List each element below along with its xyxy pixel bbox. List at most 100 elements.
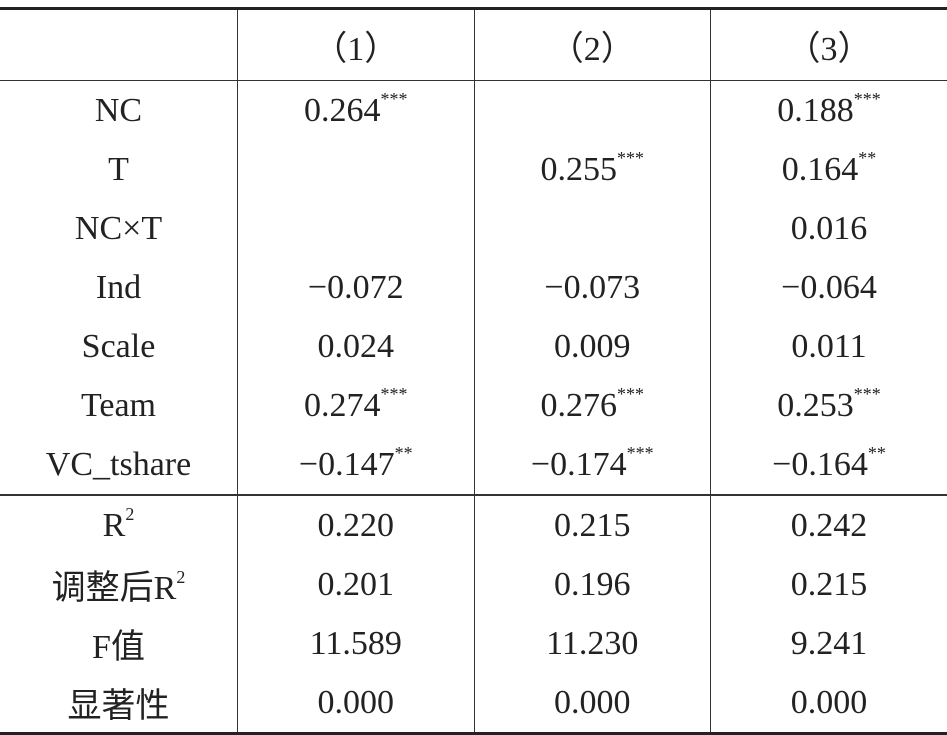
table-row: VC_tshare−0.147**−0.174***−0.164**: [0, 435, 947, 495]
significance-stars: ***: [627, 443, 654, 463]
significance-stars: **: [395, 443, 413, 463]
coefficient: 0.196: [554, 566, 631, 603]
value-cell: 0.242: [711, 495, 947, 555]
row-label: T: [0, 140, 238, 199]
row-label-text: 调整后R: [52, 570, 177, 607]
coefficient: 0.264: [304, 92, 381, 129]
row-label: F值: [0, 614, 238, 673]
significance-stars: ***: [381, 89, 408, 109]
value-cell: 11.589: [238, 614, 475, 673]
value-cell: 0.196: [474, 555, 711, 614]
coefficient: −0.064: [781, 269, 877, 306]
table-row: F值 11.589 11.230 9.241: [0, 614, 947, 673]
coefficient: −0.174: [531, 446, 627, 483]
row-label-text: R: [103, 507, 126, 544]
coefficient: 0.215: [554, 507, 631, 544]
coefficient: 0.242: [791, 507, 868, 544]
row-label-text: 显著性: [68, 688, 170, 725]
table-head: （1） （2） （3）: [0, 9, 947, 81]
superscript: 2: [125, 504, 134, 524]
table-row: 调整后R2 0.201 0.196 0.215: [0, 555, 947, 614]
coefficient: −0.073: [544, 269, 640, 306]
value-cell: 0.255***: [474, 140, 711, 199]
value-cell: 0.215: [474, 495, 711, 555]
value-cell: −0.064: [711, 258, 947, 317]
row-label-text: Scale: [82, 328, 156, 365]
coefficient: 11.589: [310, 625, 402, 662]
table-row: Ind −0.072 −0.073 −0.064: [0, 258, 947, 317]
row-label-text: T: [108, 151, 129, 188]
table-row: T 0.255*** 0.164**: [0, 140, 947, 199]
value-cell: 0.276***: [474, 376, 711, 435]
significance-stars: **: [858, 148, 876, 168]
row-label: NC×T: [0, 199, 238, 258]
coefficient: 0.201: [318, 566, 395, 603]
row-label-text: NC×T: [75, 210, 162, 247]
header-cell: （2）: [474, 9, 711, 81]
value-cell: 0.201: [238, 555, 475, 614]
coefficient: −0.072: [308, 269, 404, 306]
coefficient: 0.276: [541, 387, 618, 424]
value-cell: −0.174***: [474, 435, 711, 495]
coefficient: 0.164: [782, 151, 859, 188]
value-cell: 11.230: [474, 614, 711, 673]
value-cell: 0.024: [238, 317, 475, 376]
table-row: Scale 0.024 0.009 0.011: [0, 317, 947, 376]
value-cell: 0.264***: [238, 81, 475, 141]
value-cell: 0.220: [238, 495, 475, 555]
value-cell: 0.274***: [238, 376, 475, 435]
coefficient: 9.241: [791, 625, 868, 662]
row-label-text: F值: [92, 629, 145, 666]
row-label: 调整后R2: [0, 555, 238, 614]
value-cell: [238, 199, 475, 258]
value-cell: 0.000: [711, 673, 947, 734]
coefficient: 0.215: [791, 566, 868, 603]
coefficient: 11.230: [546, 625, 638, 662]
significance-stars: ***: [854, 89, 881, 109]
value-cell: −0.072: [238, 258, 475, 317]
coefficient: 0.016: [791, 210, 868, 247]
coefficient: 0.274: [304, 387, 381, 424]
value-cell: −0.147**: [238, 435, 475, 495]
significance-stars: ***: [617, 384, 644, 404]
table-row: R2 0.220 0.215 0.242: [0, 495, 947, 555]
row-label: Ind: [0, 258, 238, 317]
row-label: R2: [0, 495, 238, 555]
coefficient: 0.000: [554, 684, 631, 721]
value-cell: 0.188***: [711, 81, 947, 141]
coefficient: 0.024: [318, 328, 395, 365]
value-cell: −0.164**: [711, 435, 947, 495]
value-cell: 0.000: [474, 673, 711, 734]
significance-stars: **: [868, 443, 886, 463]
coefficient: 0.253: [777, 387, 854, 424]
value-cell: 0.215: [711, 555, 947, 614]
row-label: VC_tshare: [0, 435, 238, 495]
value-cell: 9.241: [711, 614, 947, 673]
row-label: Scale: [0, 317, 238, 376]
coefficient: −0.164: [772, 446, 868, 483]
significance-stars: ***: [381, 384, 408, 404]
row-label: Team: [0, 376, 238, 435]
coefficient: 0.255: [541, 151, 618, 188]
value-cell: 0.016: [711, 199, 947, 258]
value-cell: −0.073: [474, 258, 711, 317]
coefficient: 0.000: [791, 684, 868, 721]
value-cell: 0.000: [238, 673, 475, 734]
value-cell: 0.011: [711, 317, 947, 376]
corner-cell: [0, 9, 238, 81]
table-row: 显著性 0.000 0.000 0.000: [0, 673, 947, 734]
header-row: （1） （2） （3）: [0, 9, 947, 81]
row-label-text: Team: [81, 387, 156, 424]
coefficient: −0.147: [299, 446, 395, 483]
row-label: NC: [0, 81, 238, 141]
row-label-text: Ind: [96, 269, 141, 306]
coefficient: 0.220: [318, 507, 395, 544]
coefficient: 0.009: [554, 328, 631, 365]
significance-stars: ***: [617, 148, 644, 168]
header-cell: （3）: [711, 9, 947, 81]
value-cell: [474, 199, 711, 258]
significance-stars: ***: [854, 384, 881, 404]
